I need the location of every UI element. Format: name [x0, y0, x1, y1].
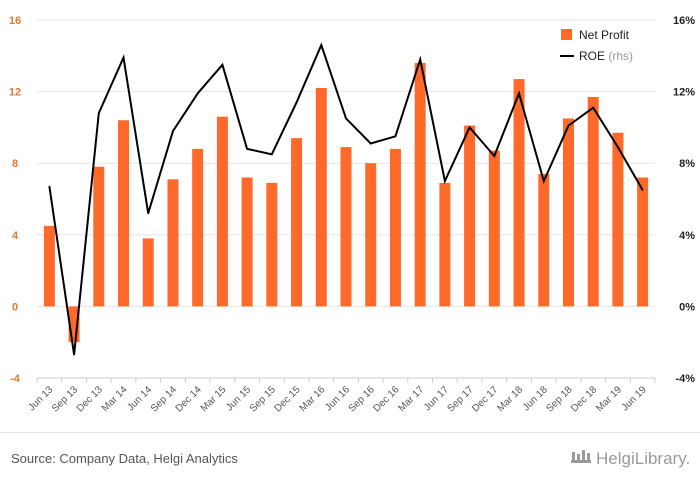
- net-profit-bar: [118, 120, 130, 307]
- legend-label-net-profit: Net Profit: [579, 28, 630, 42]
- legend: Net Profit ROE (rhs): [560, 28, 633, 63]
- y-right-tick-label: -4%: [675, 373, 695, 385]
- logo-text: HelgiLibrary.: [596, 449, 691, 468]
- roe-point: [542, 180, 545, 182]
- roe-point: [98, 112, 100, 114]
- roe-point: [518, 92, 520, 95]
- net-profit-bar: [538, 173, 550, 307]
- net-profit-bar: [488, 150, 500, 307]
- x-tick-label: Sep 14: [149, 384, 179, 414]
- net-profit-bar: [612, 132, 624, 307]
- roe-point: [221, 63, 224, 66]
- net-profit-bar: [439, 182, 451, 307]
- x-tick-label: Jun 19: [620, 384, 649, 413]
- roe-point: [468, 126, 471, 129]
- y-left-tick-label: 0: [12, 301, 18, 313]
- x-tick-label: Dec 15: [272, 384, 302, 414]
- roe-point: [48, 185, 51, 188]
- net-profit-bar: [637, 177, 649, 307]
- x-tick-label: Mar 15: [199, 384, 229, 414]
- legend-swatch-net-profit: [561, 29, 572, 40]
- net-profit-bar: [414, 62, 426, 307]
- roe-point: [271, 153, 273, 156]
- x-tick-label: Sep 13: [50, 384, 80, 414]
- x-tick-label: Dec 17: [470, 384, 500, 414]
- net-profit-bar: [587, 96, 599, 307]
- x-tick-label: Mar 19: [594, 384, 624, 414]
- net-profit-bar: [291, 138, 303, 307]
- x-tick-label: Dec 18: [569, 384, 599, 414]
- roe-point: [345, 117, 347, 120]
- roe-point: [320, 44, 323, 46]
- x-tick-label: Dec 14: [174, 384, 204, 414]
- y-left-tick-label: 12: [9, 87, 21, 99]
- net-profit-bar: [389, 148, 401, 307]
- y-left-tick-label: -4: [10, 373, 21, 385]
- net-profit-bar: [266, 182, 278, 307]
- x-tick-label: Mar 18: [495, 384, 525, 414]
- y-left-tick-label: 16: [9, 15, 21, 27]
- net-profit-bar: [365, 163, 377, 307]
- net-profit-bar: [464, 125, 476, 307]
- roe-point: [369, 142, 372, 145]
- net-profit-bar: [93, 166, 105, 307]
- roe-point: [617, 146, 619, 148]
- x-tick-label: Dec 16: [371, 384, 401, 414]
- roe-point: [147, 212, 150, 215]
- x-tick-label: Sep 15: [248, 384, 278, 414]
- roe-point: [444, 180, 446, 182]
- roe-line-group: [48, 42, 644, 356]
- x-tick-label: Sep 17: [446, 384, 476, 414]
- net-profit-bar: [340, 147, 352, 307]
- net-profit-bar: [315, 88, 327, 307]
- net-profit-bar: [167, 179, 179, 307]
- net-profit-bar: [192, 148, 204, 307]
- x-tick-label: Dec 13: [75, 384, 105, 414]
- legend-label-rhs: (rhs): [608, 49, 633, 63]
- x-tick-label: Mar 14: [100, 384, 130, 414]
- roe-point: [73, 353, 75, 356]
- roe-point: [567, 124, 570, 127]
- net-profit-bars: [43, 62, 649, 343]
- roe-point: [295, 101, 298, 104]
- x-tick-label: Sep 16: [347, 384, 377, 414]
- x-tick-label: Mar 16: [298, 384, 328, 414]
- net-profit-bar: [216, 116, 228, 307]
- net-profit-bar: [241, 177, 253, 307]
- net-profit-bar: [43, 225, 55, 307]
- net-profit-bar: [68, 306, 80, 343]
- y-right-tick-label: 0%: [679, 301, 695, 313]
- y-left-tick-label: 4: [12, 230, 19, 242]
- net-profit-bar: [513, 79, 525, 307]
- roe-point: [246, 148, 248, 150]
- roe-point: [122, 56, 125, 59]
- library-icon: [571, 450, 591, 463]
- roe-point: [196, 92, 199, 95]
- helgi-library-logo: HelgiLibrary.: [570, 448, 690, 469]
- y-right-tick-label: 16%: [673, 15, 695, 27]
- y-right-tick-label: 4%: [679, 230, 695, 242]
- roe-point: [493, 155, 496, 157]
- footer-divider: [0, 432, 700, 433]
- net-profit-bar: [142, 238, 154, 307]
- roe-point: [641, 189, 644, 191]
- net-profit-bar: [562, 118, 574, 307]
- roe-point: [592, 106, 594, 109]
- x-tick-label: Sep 18: [544, 384, 574, 414]
- roe-point: [394, 135, 397, 138]
- roe-point: [419, 58, 421, 61]
- x-tick-label: Mar 17: [396, 384, 426, 414]
- y-left-tick-label: 8: [12, 158, 18, 170]
- y-right-tick-label: 8%: [679, 158, 695, 170]
- y-right-tick-label: 12%: [673, 87, 695, 99]
- source-note: Source: Company Data, Helgi Analytics: [11, 451, 238, 466]
- legend-label-roe: ROE (rhs): [579, 49, 633, 63]
- roe-point: [172, 130, 174, 132]
